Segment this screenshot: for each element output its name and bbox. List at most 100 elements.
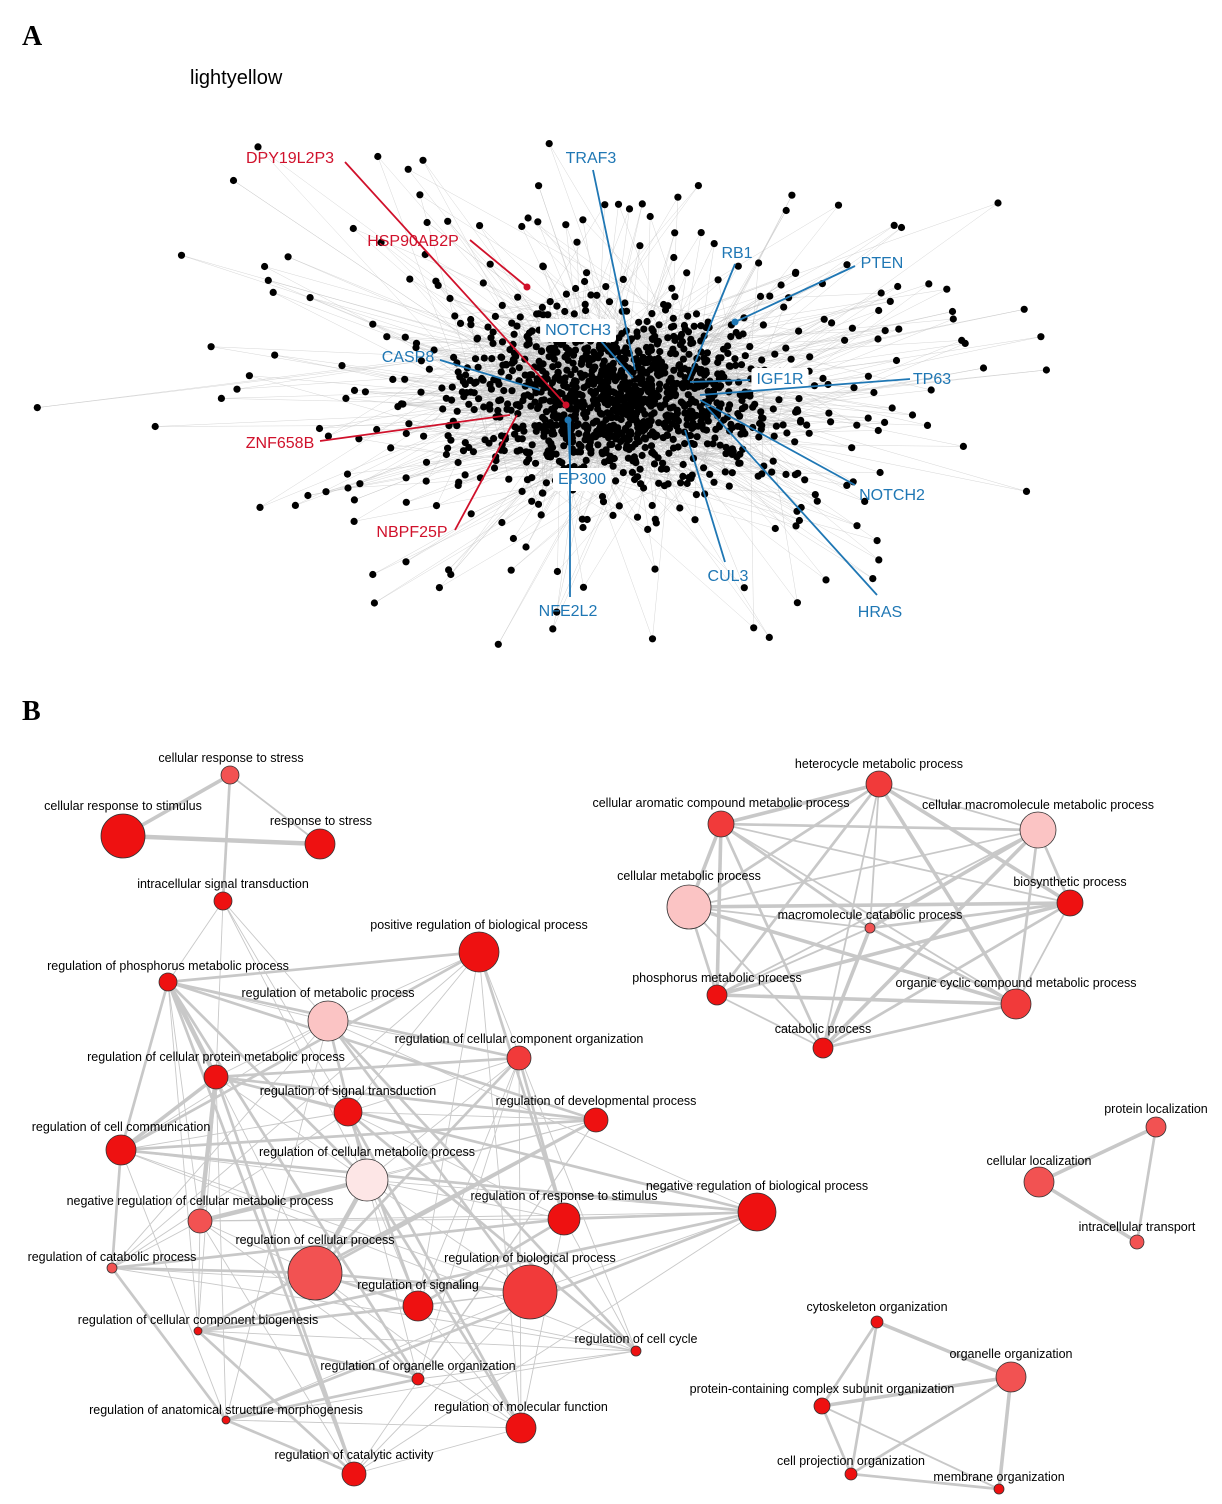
go-edge xyxy=(821,927,872,1049)
network-node xyxy=(439,405,447,413)
network-node xyxy=(523,476,532,484)
network-node xyxy=(617,415,625,424)
network-node xyxy=(619,469,627,477)
go-edge xyxy=(869,901,1071,930)
go-edge xyxy=(215,900,224,1078)
go-label: macromolecule catabolic process xyxy=(778,908,963,922)
network-node xyxy=(663,431,671,439)
network-node xyxy=(728,469,736,477)
network-node xyxy=(540,396,548,404)
go-edge xyxy=(417,1057,520,1307)
network-node xyxy=(793,599,802,607)
go-label: regulation of cellular component organiz… xyxy=(395,1032,644,1046)
network-node xyxy=(593,396,602,404)
go-node xyxy=(213,891,233,911)
network-node xyxy=(542,479,551,487)
network-node xyxy=(500,387,508,395)
network-node xyxy=(994,199,1002,207)
network-node xyxy=(746,343,754,351)
network-node xyxy=(628,468,637,476)
network-node xyxy=(772,422,781,430)
network-node xyxy=(370,599,378,607)
label-leader xyxy=(699,378,911,396)
go-node xyxy=(100,813,146,859)
network-node xyxy=(738,405,747,413)
network-node xyxy=(679,472,687,480)
network-node xyxy=(505,475,513,483)
network-node xyxy=(676,504,684,512)
network-edge xyxy=(607,412,873,579)
network-node xyxy=(553,302,561,310)
label-leader xyxy=(319,414,511,442)
go-label: regulation of cellular protein metabolic… xyxy=(87,1050,345,1064)
go-node xyxy=(221,1415,231,1425)
go-label: regulation of cellular component biogene… xyxy=(78,1313,318,1327)
network-node xyxy=(537,347,546,356)
go-edge xyxy=(346,1111,420,1307)
go-edge xyxy=(215,1075,758,1214)
go-edge xyxy=(353,1119,597,1475)
network-node xyxy=(491,312,499,320)
network-node xyxy=(497,368,505,376)
network-node xyxy=(406,275,414,283)
network-edge xyxy=(392,379,538,428)
network-node xyxy=(582,456,590,464)
network-node xyxy=(531,422,539,430)
go-node xyxy=(287,1245,343,1301)
network-node xyxy=(943,285,951,293)
network-node xyxy=(516,402,524,411)
network-node xyxy=(546,298,554,306)
network-node xyxy=(350,517,358,526)
network-node xyxy=(724,405,733,413)
network-node xyxy=(254,143,262,151)
network-edge xyxy=(236,360,422,390)
go-edge xyxy=(719,823,825,1049)
network-node xyxy=(569,359,577,367)
go-node xyxy=(106,1262,118,1274)
network-edge xyxy=(516,316,521,405)
network-node xyxy=(524,214,532,222)
network-node xyxy=(489,328,497,336)
network-node xyxy=(683,479,691,488)
network-node xyxy=(507,406,515,414)
network-node xyxy=(448,383,456,391)
panel-letter: B xyxy=(22,696,41,727)
network-node xyxy=(545,353,553,361)
go-edge xyxy=(111,1267,637,1352)
network-edge xyxy=(537,221,607,391)
network-node xyxy=(665,449,673,457)
network-node xyxy=(664,480,672,488)
network-node xyxy=(722,443,730,451)
highlight-node xyxy=(562,401,570,409)
network-node xyxy=(271,351,279,359)
network-node xyxy=(697,229,705,237)
network-node xyxy=(787,355,795,363)
network-node xyxy=(948,307,957,316)
go-edge xyxy=(1038,1180,1138,1244)
network-node xyxy=(587,291,595,299)
go-edge xyxy=(197,1304,419,1333)
network-edge xyxy=(439,457,659,588)
network-node xyxy=(350,496,358,504)
network-node xyxy=(741,352,749,360)
network-node xyxy=(261,262,269,271)
network-node xyxy=(606,440,614,449)
network-node xyxy=(547,453,555,461)
network-edge xyxy=(553,288,947,353)
go-edge xyxy=(1135,1126,1158,1243)
network-node xyxy=(690,322,698,330)
network-node xyxy=(547,439,555,447)
network-edge xyxy=(506,185,699,410)
network-node xyxy=(488,355,496,363)
network-node xyxy=(755,259,763,267)
go-edge xyxy=(225,1377,419,1422)
network-node xyxy=(848,444,856,452)
go-node xyxy=(411,1372,425,1386)
network-node xyxy=(771,524,779,533)
network-node xyxy=(640,325,648,333)
network-node xyxy=(714,276,722,284)
network-node xyxy=(655,419,663,427)
network-node xyxy=(587,449,595,457)
go-edge xyxy=(165,980,219,1079)
go-edge xyxy=(225,1291,531,1421)
